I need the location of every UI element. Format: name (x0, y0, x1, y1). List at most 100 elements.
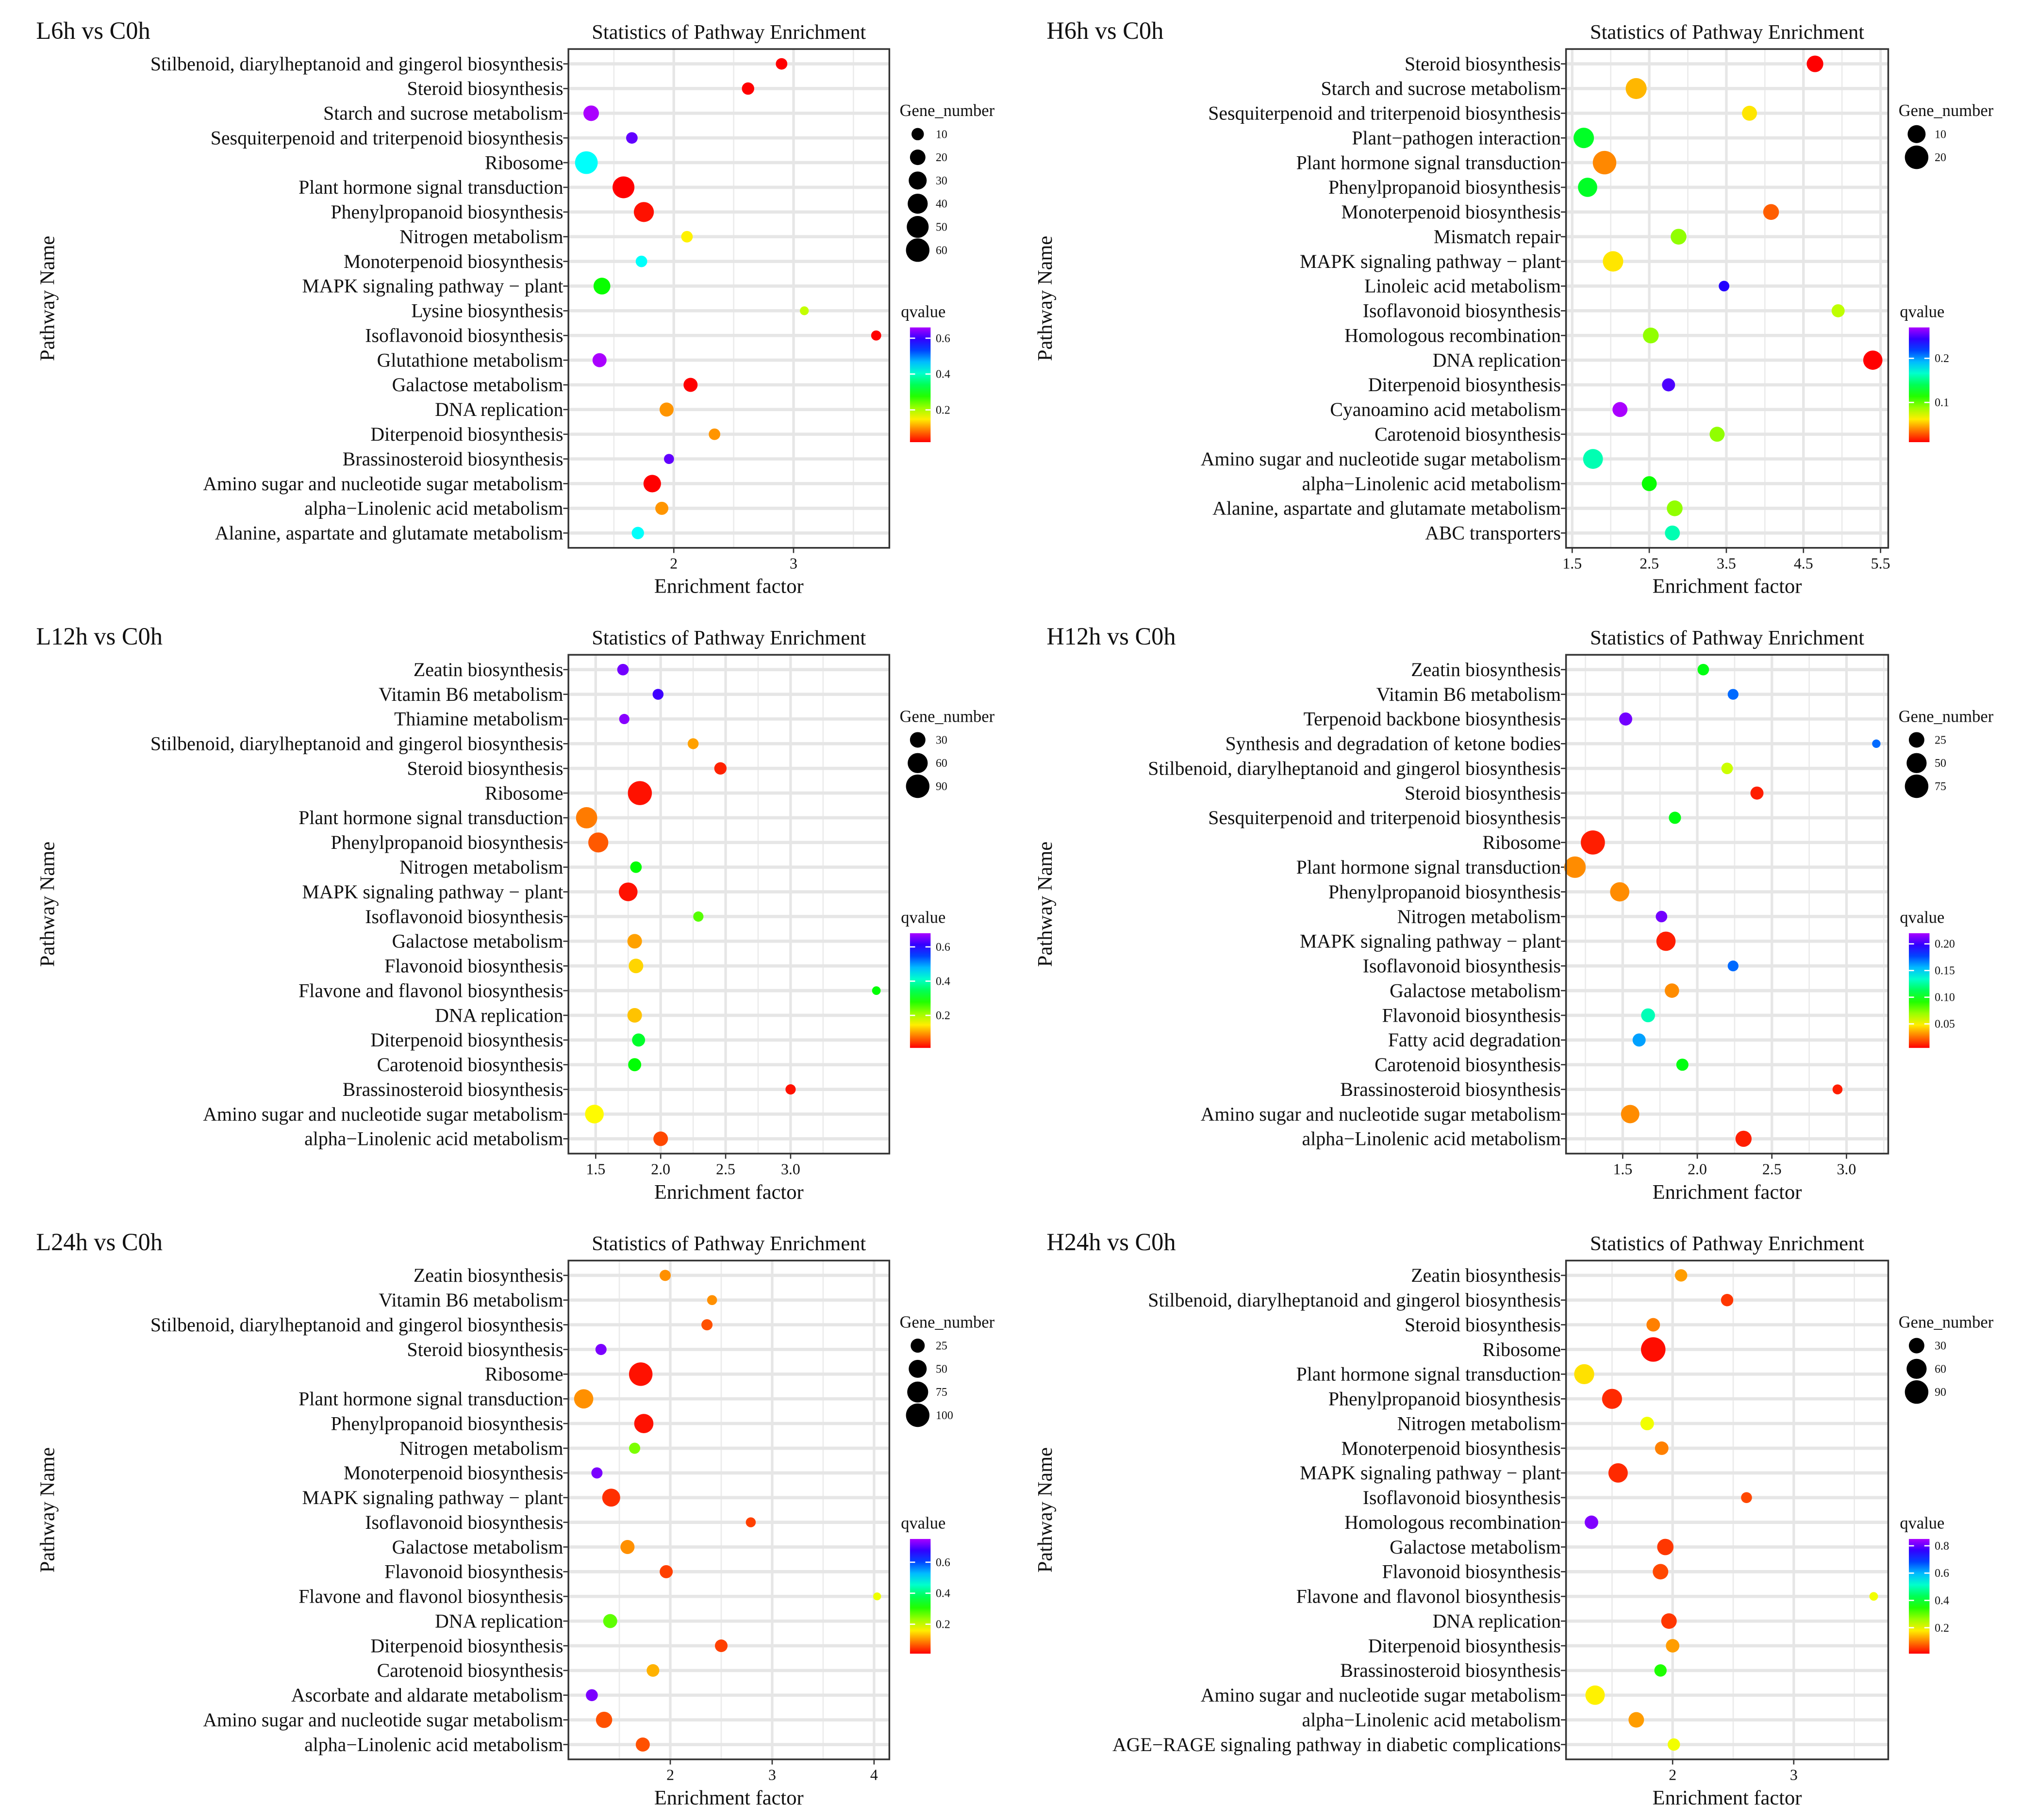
data-point (1667, 500, 1683, 516)
color-legend-title: qvalue (901, 302, 945, 321)
plot-border (567, 654, 891, 1155)
size-legend-key (1908, 732, 1924, 748)
color-legend-title: qvalue (1900, 909, 1944, 927)
size-legend-label: 50 (936, 1363, 947, 1375)
size-legend-key (1905, 145, 1929, 169)
pathway-label: Zeatin biosynthesis (414, 1265, 563, 1286)
data-point (1583, 449, 1603, 469)
pathway-label: Phenylpropanoid biosynthesis (1328, 881, 1561, 903)
pathway-label: Stilbenoid, diarylheptanoid and gingerol… (1148, 758, 1561, 779)
data-point (1735, 1130, 1752, 1147)
y-axis-title: Pathway Name (36, 1447, 59, 1572)
plot-background (1566, 655, 1888, 1154)
pathway-label: Nitrogen metabolism (399, 857, 563, 878)
chart-panel: L24h vs C0h Statistics of Pathway Enrichm… (36, 1228, 994, 1809)
data-point (593, 278, 611, 295)
colorbar-tick-label: 0.1 (1935, 397, 1949, 409)
pathway-label: DNA replication (1433, 349, 1561, 371)
size-legend-label: 10 (1935, 128, 1946, 141)
pathway-label: Monoterpenoid biosynthesis (1341, 201, 1560, 223)
data-point (629, 959, 644, 974)
pathway-label: Nitrogen metabolism (1397, 1413, 1561, 1434)
size-legend-label: 75 (1935, 780, 1946, 793)
qvalue-colorbar (910, 1539, 931, 1654)
pathway-label: ABC transporters (1425, 523, 1561, 544)
size-legend-title: Gene_number (900, 707, 995, 726)
size-legend-label: 40 (936, 198, 947, 211)
data-point (631, 527, 644, 539)
pathway-label: Vitamin B6 metabolism (1376, 684, 1561, 705)
colorbar-tick-label: 0.4 (936, 1588, 950, 1600)
size-legend-title: Gene_number (1899, 707, 1994, 726)
size-legend-label: 90 (1935, 1386, 1946, 1399)
x-tick-label: 2.5 (716, 1160, 735, 1177)
data-point (1831, 304, 1845, 317)
x-tick-label: 4 (870, 1767, 878, 1784)
x-tick-label: 3.5 (1717, 555, 1736, 572)
pathway-label: Ascorbate and aldarate metabolism (291, 1685, 563, 1706)
size-legend-key (910, 732, 926, 748)
colorbar-tick-label: 0.2 (1935, 1622, 1949, 1635)
data-point (1727, 689, 1739, 700)
data-point (660, 1270, 671, 1281)
colorbar-tick-label: 0.05 (1935, 1018, 1955, 1031)
pathway-label: Plant hormone signal transduction (1296, 857, 1561, 878)
pathway-label: Lysine biosynthesis (411, 300, 563, 322)
data-point (632, 1033, 646, 1047)
data-point (1665, 525, 1680, 541)
panel-label: L6h vs C0h (36, 17, 150, 44)
qvalue-colorbar (1908, 327, 1930, 443)
size-legend-key (1905, 774, 1929, 798)
data-point (1719, 281, 1730, 292)
data-point (785, 1084, 796, 1095)
data-point (1592, 150, 1617, 175)
data-point (1628, 1712, 1644, 1728)
size-legend-label: 30 (1935, 1340, 1946, 1353)
pathway-label: DNA replication (435, 399, 563, 420)
x-tick-label: 2 (666, 1767, 674, 1784)
plot-background (568, 49, 890, 548)
pathway-label: Galactose metabolism (1390, 980, 1561, 1001)
size-legend-label: 60 (936, 757, 947, 770)
pathway-label: Ribosome (1482, 832, 1561, 853)
data-point (1619, 712, 1632, 726)
data-point (1671, 229, 1687, 245)
pathway-label: Stilbenoid, diarylheptanoid and gingerol… (1148, 1290, 1561, 1311)
data-point (714, 762, 727, 775)
data-point (1608, 1463, 1628, 1483)
size-legend-key (910, 149, 926, 165)
pathway-label: Flavone and flavonol biosynthesis (1296, 1586, 1561, 1607)
pathway-label: MAPK signaling pathway − plant (302, 276, 563, 297)
pathway-label: MAPK signaling pathway − plant (1300, 1462, 1561, 1484)
data-point (592, 353, 607, 367)
pathway-label: Monoterpenoid biosynthesis (344, 251, 563, 272)
pathway-label: Linoleic acid metabolism (1364, 276, 1561, 297)
data-point (1621, 1105, 1640, 1124)
colorbar-tick-label: 0.20 (1935, 938, 1955, 951)
pathway-label: Alanine, aspartate and glutamate metabol… (215, 523, 563, 544)
data-point (1585, 1515, 1598, 1529)
data-point (1612, 402, 1628, 417)
pathway-label: Carotenoid biosynthesis (1375, 424, 1561, 445)
size-legend-label: 60 (936, 244, 947, 257)
data-point (595, 1343, 607, 1355)
pathway-label: Isoflavonoid biosynthesis (365, 325, 563, 347)
pathway-label: alpha−Linolenic acid metabolism (1302, 1128, 1561, 1150)
pathway-label: Nitrogen metabolism (1397, 906, 1561, 927)
colorbar-tick-label: 0.4 (936, 368, 950, 381)
size-legend-label: 30 (936, 175, 947, 187)
pathway-label: Phenylpropanoid biosynthesis (331, 832, 563, 853)
data-point (1872, 739, 1881, 748)
pathway-label: Ribosome (485, 1364, 563, 1385)
size-legend-key (909, 1359, 927, 1378)
size-legend-key (908, 194, 928, 214)
data-point (1806, 55, 1823, 72)
y-axis-title: Pathway Name (36, 236, 59, 361)
plot-background (568, 1260, 890, 1760)
chart-panel: L12h vs C0h Statistics of Pathway Enrichm… (36, 623, 994, 1204)
data-point (1666, 1639, 1680, 1653)
data-point (687, 738, 699, 749)
data-point (660, 1565, 673, 1578)
data-point (583, 105, 599, 121)
pathway-label: Galactose metabolism (1390, 1537, 1561, 1558)
